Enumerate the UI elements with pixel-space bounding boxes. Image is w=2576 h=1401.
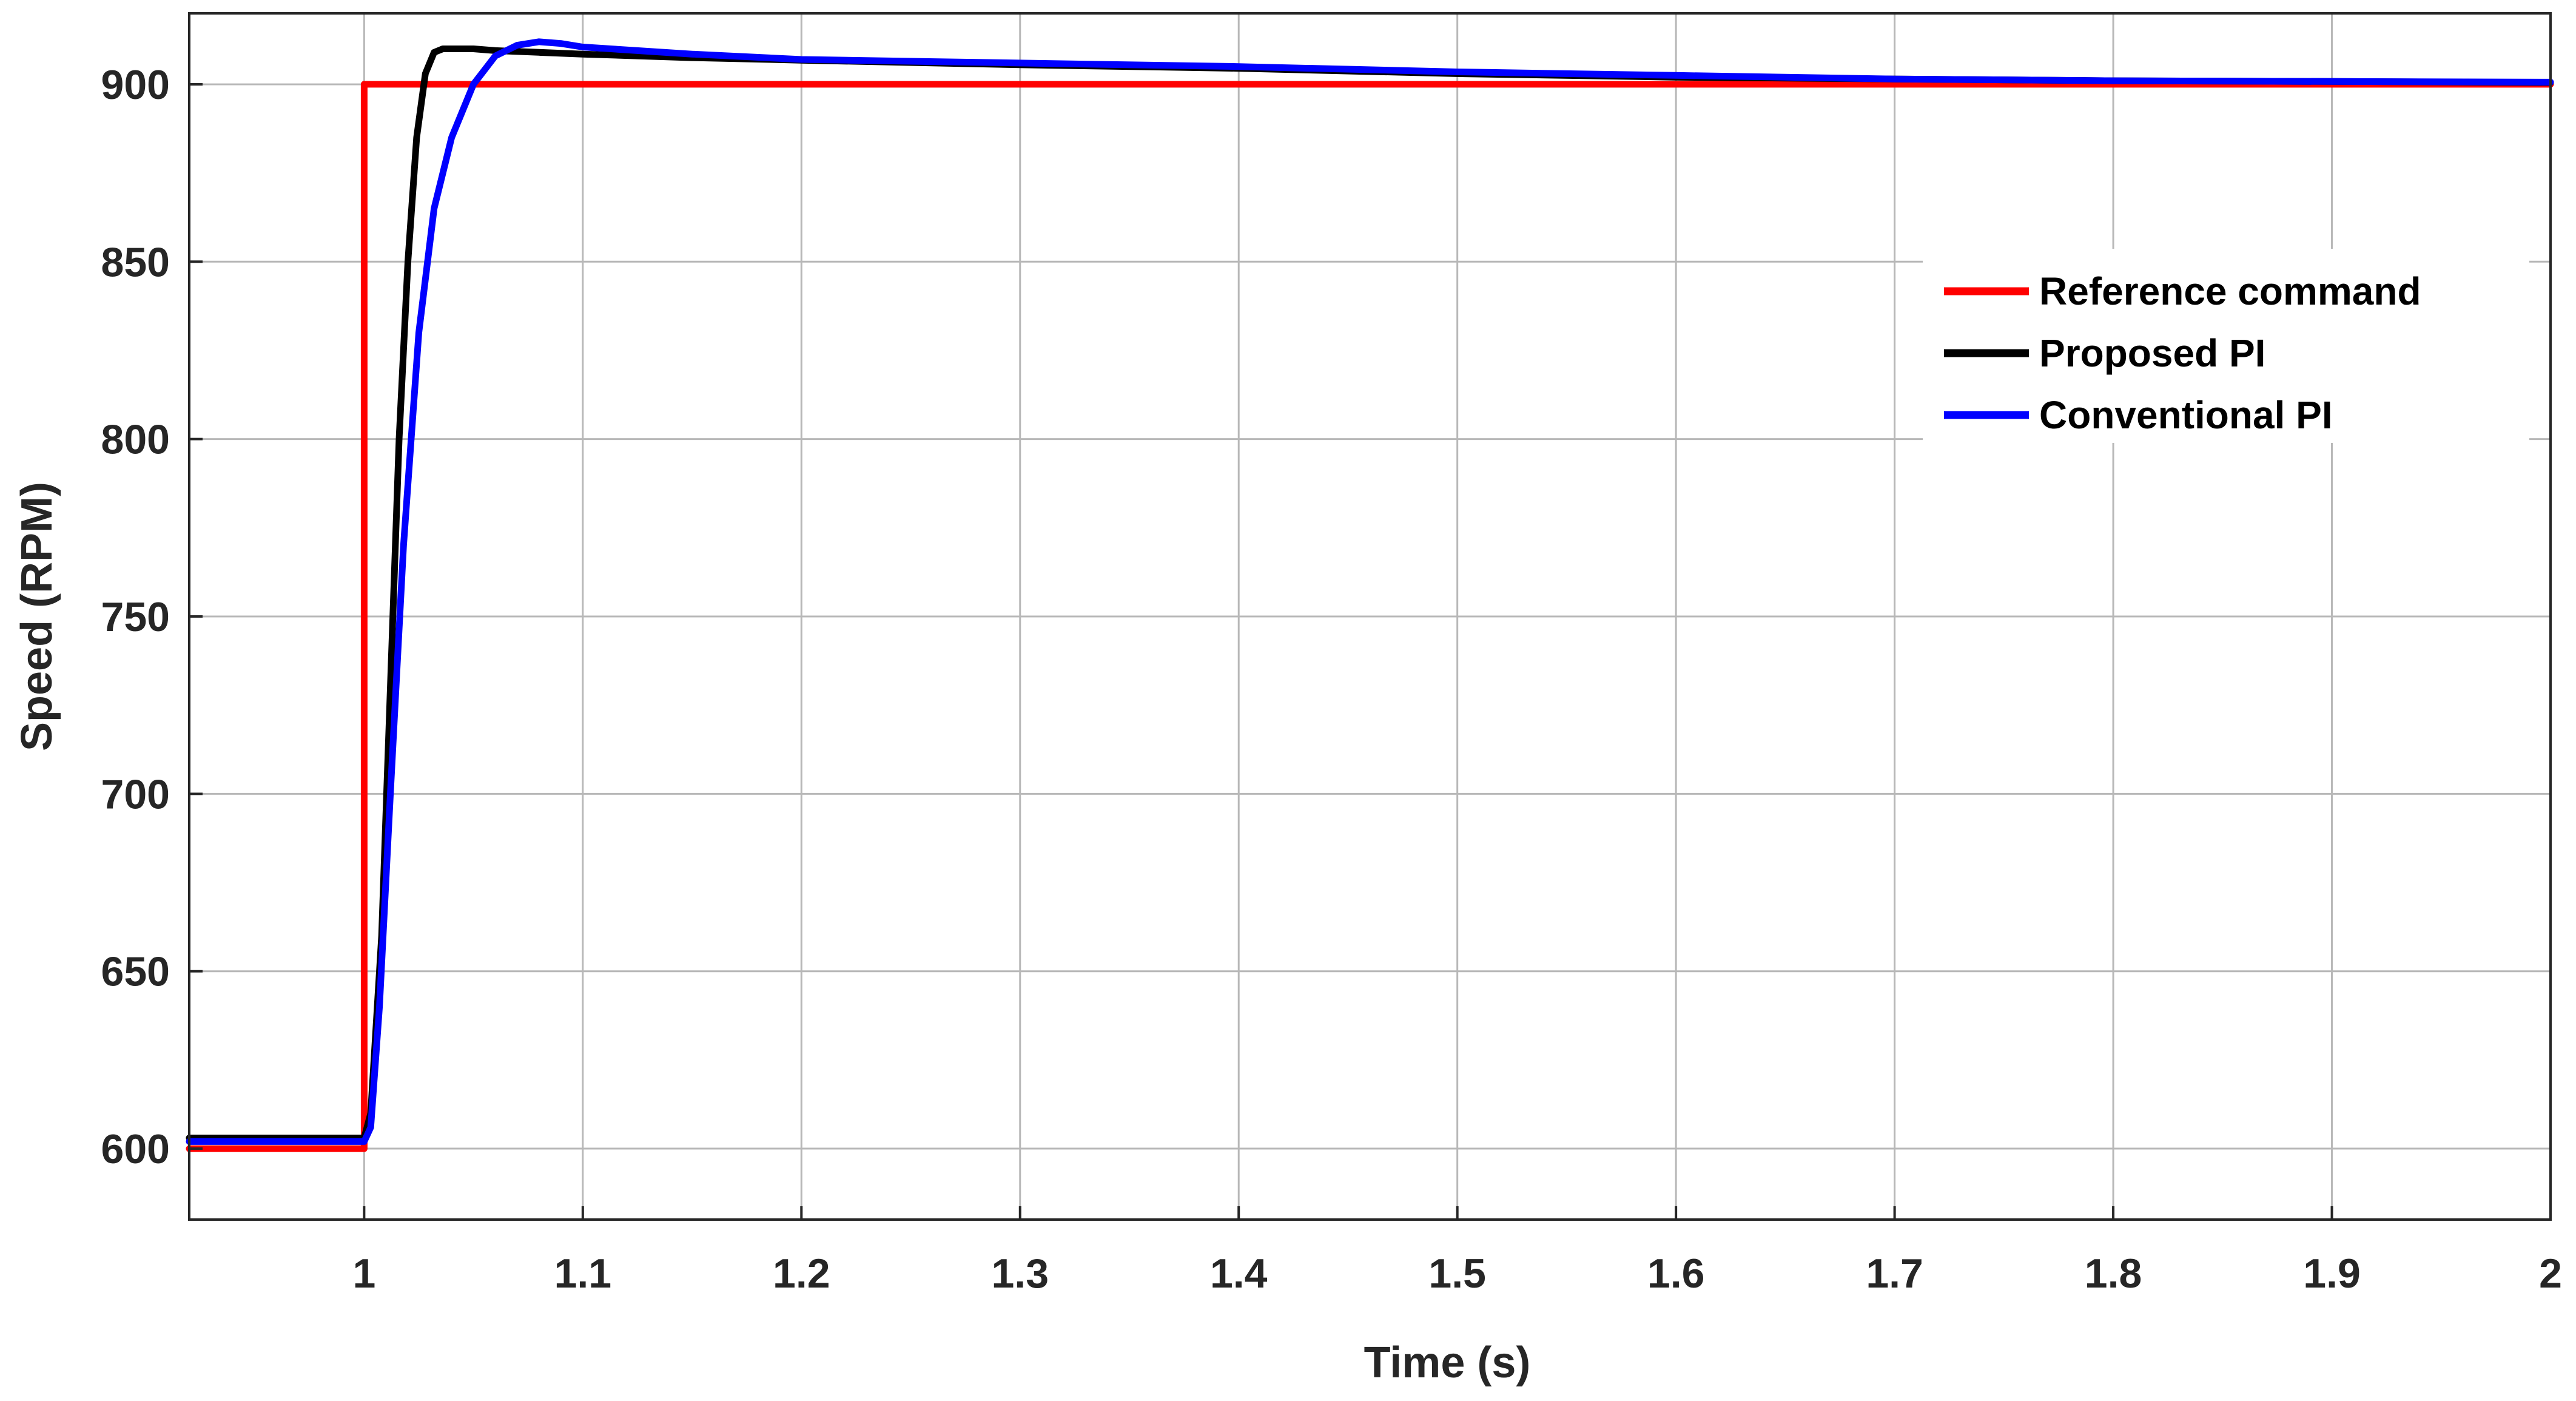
x-tick-label: 1 <box>352 1251 375 1297</box>
x-tick-label: 1.6 <box>1647 1251 1705 1297</box>
y-tick-label: 600 <box>101 1126 170 1172</box>
data-series <box>186 38 2554 1152</box>
x-tick-label: 2 <box>2539 1251 2562 1297</box>
legend-label-proposed-pi: Proposed PI <box>2039 331 2265 375</box>
y-tick-label: 750 <box>101 594 170 640</box>
x-tick-label: 1.3 <box>991 1251 1049 1297</box>
x-tick-label: 1.7 <box>1866 1251 1923 1297</box>
series-line-reference-command <box>186 81 2554 1152</box>
x-tick-label: 1.9 <box>2303 1251 2361 1297</box>
legend-label-conventional-pi: Conventional PI <box>2039 393 2333 437</box>
legend: Reference command Proposed PI Conventional… <box>1923 249 2529 443</box>
legend-box <box>1923 249 2529 443</box>
x-tick-label: 1.8 <box>2085 1251 2142 1297</box>
x-tick-label: 1.5 <box>1428 1251 1486 1297</box>
series-line-conventional-pi <box>186 38 2554 1145</box>
y-tick-label: 850 <box>101 239 170 285</box>
y-axis-ticks: 600 650 700 750 800 850 900 <box>101 62 203 1172</box>
x-tick-label: 1.1 <box>554 1251 612 1297</box>
y-tick-label: 900 <box>101 62 170 108</box>
y-tick-label: 800 <box>101 417 170 463</box>
y-tick-label: 650 <box>101 949 170 995</box>
x-tick-label: 1.2 <box>773 1251 830 1297</box>
x-tick-label: 1.4 <box>1210 1251 1268 1297</box>
x-axis-title: Time (s) <box>1364 1339 1531 1387</box>
y-axis-title: Speed (RPM) <box>13 482 61 751</box>
y-tick-label: 700 <box>101 771 170 817</box>
legend-label-reference-command: Reference command <box>2039 269 2421 313</box>
x-axis-ticks: 1 1.1 1.2 1.3 1.4 1.5 1.6 1.7 1.8 1.9 2 <box>352 1206 2562 1297</box>
